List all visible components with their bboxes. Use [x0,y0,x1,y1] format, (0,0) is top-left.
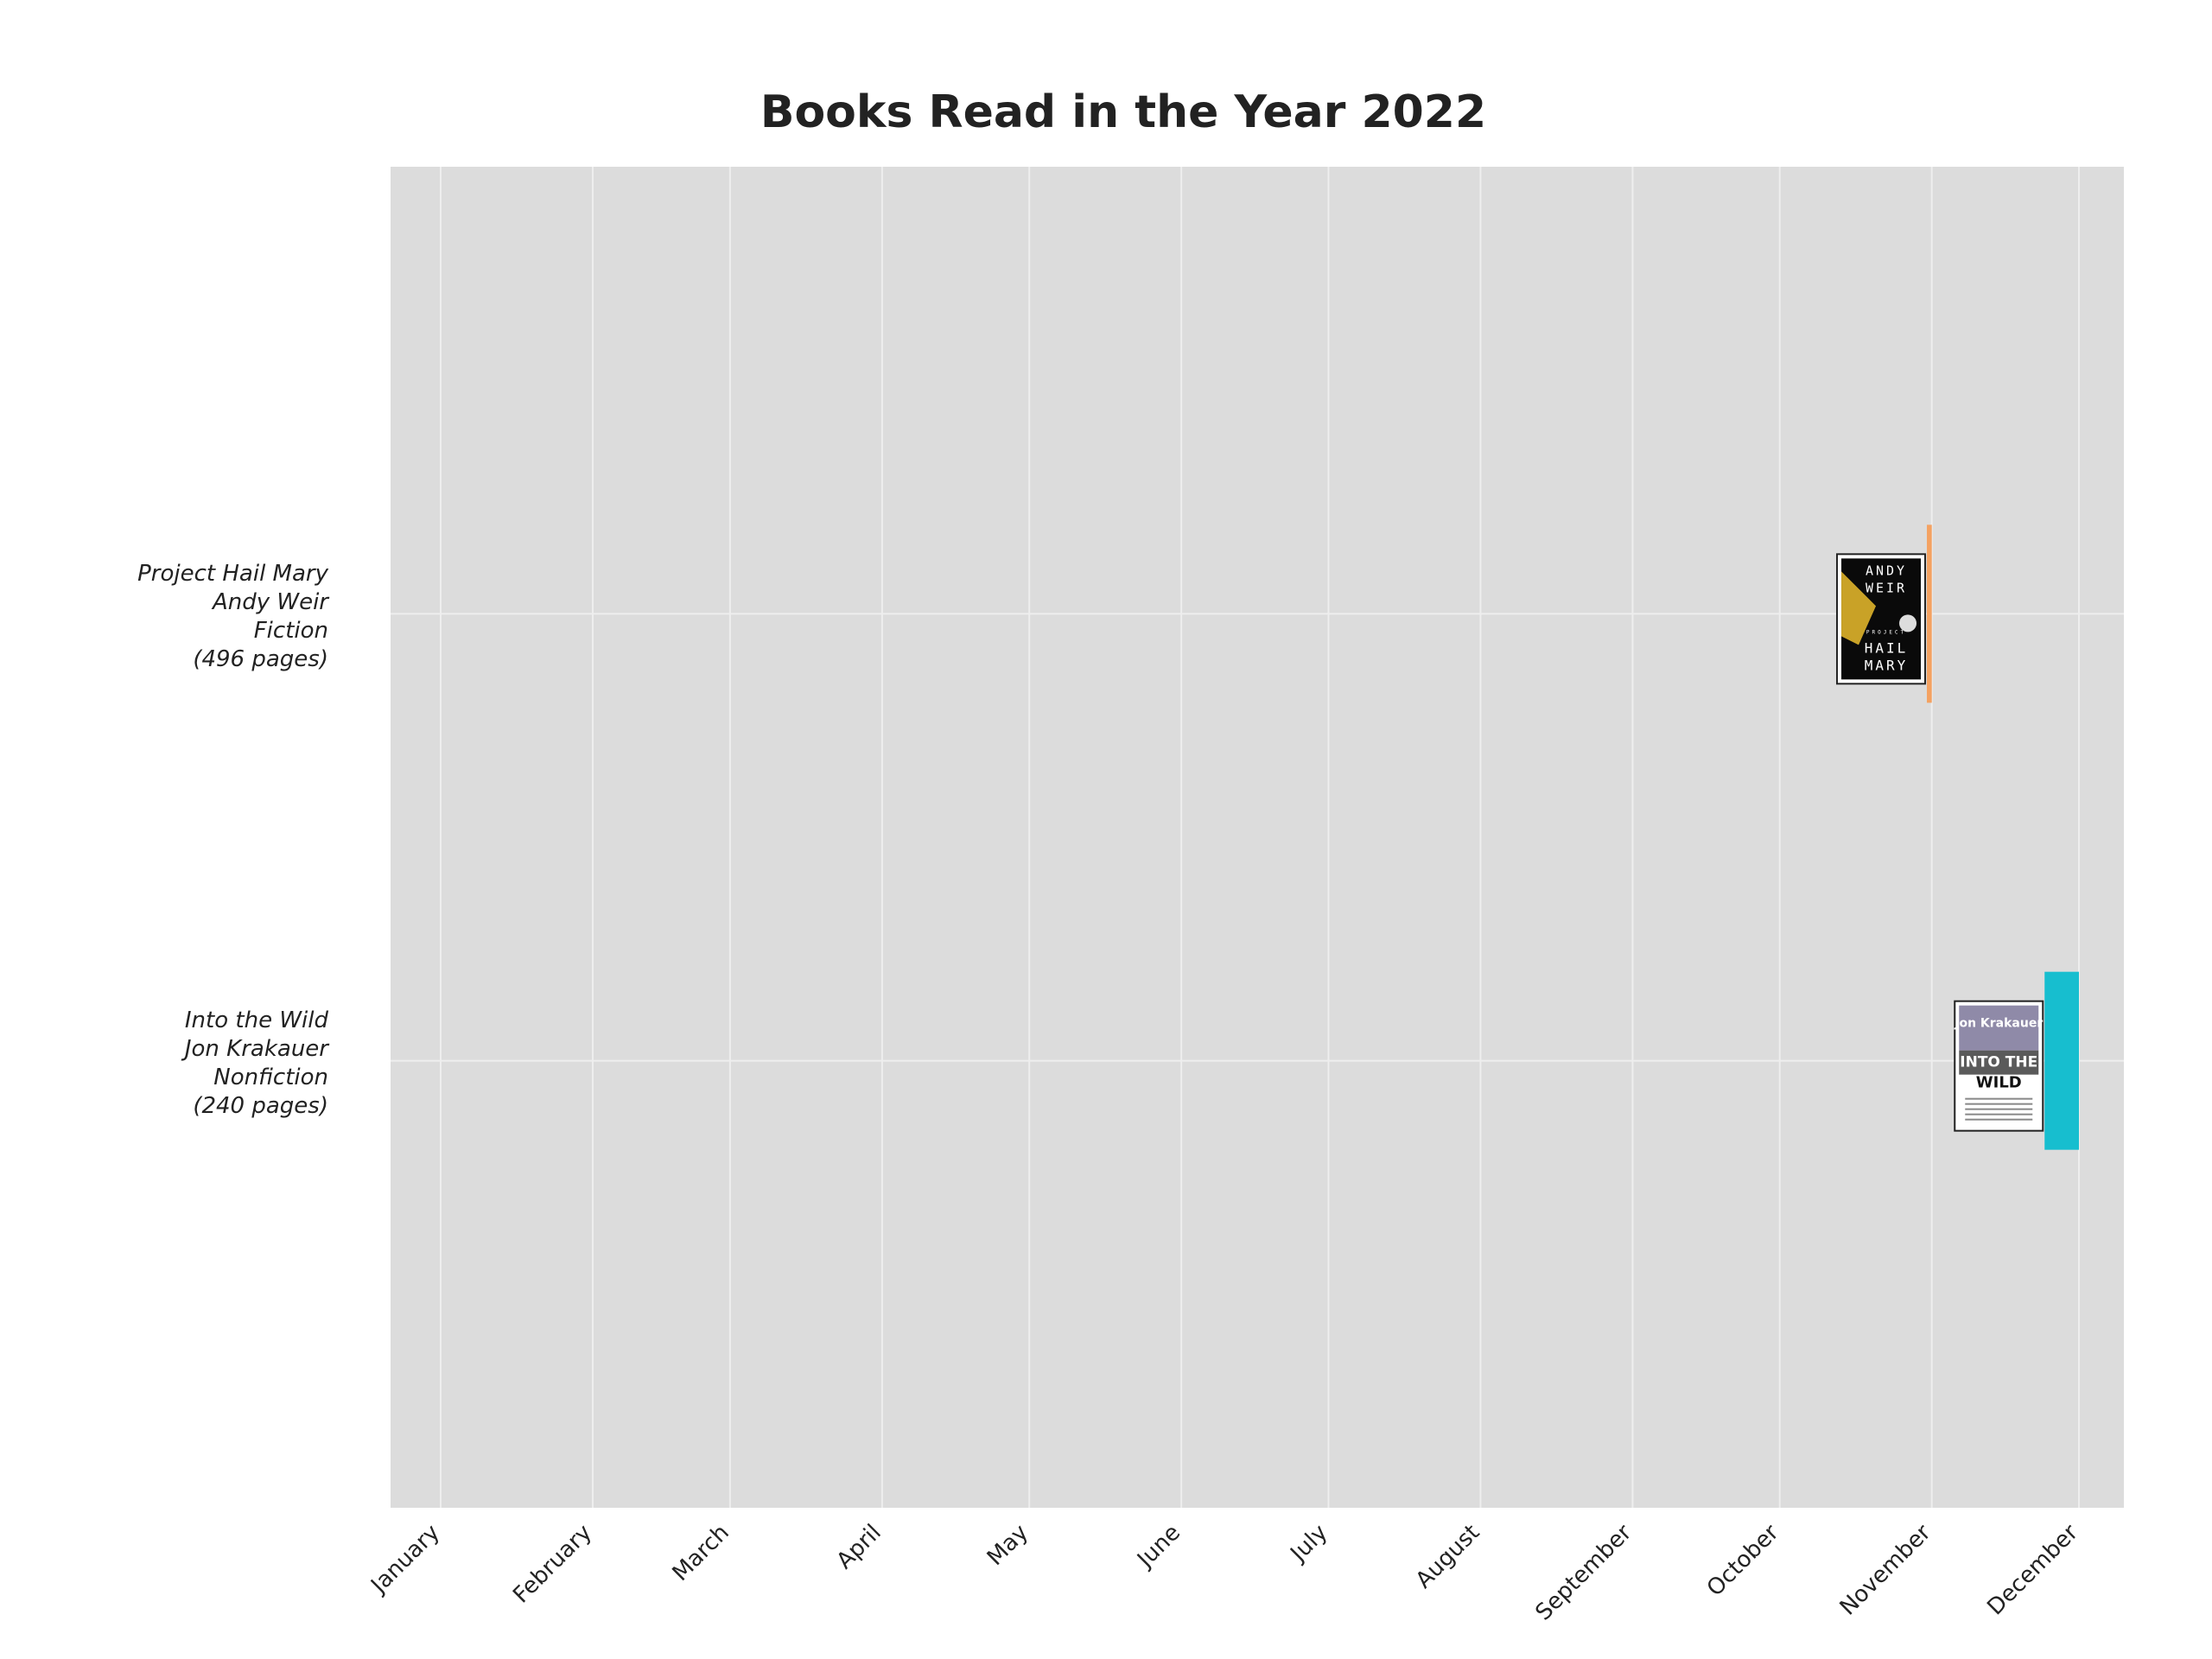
x-tick-label: September [1531,1520,1637,1626]
book-genre: Fiction [253,618,328,644]
y-label-book-2: Into the Wild Jon Krakauer Nonfiction (2… [0,1007,328,1121]
y-label-book-1: Project Hail Mary Andy Weir Fiction (496… [0,560,328,674]
book-cover: Jon Krakauer INTO THE WILD [1954,1000,2044,1132]
book-author: Jon Krakauer [184,1036,328,1062]
x-tick-label: June [1131,1520,1185,1574]
book-genre: Nonfiction [213,1065,328,1090]
x-tick-label: December [1982,1520,2083,1621]
svg-text:INTO THE: INTO THE [1960,1054,2037,1071]
svg-text:Jon Krakauer: Jon Krakauer [1954,1017,2043,1031]
book-author: Andy Weir [212,589,328,615]
x-tick-label: January [365,1520,445,1599]
x-tick-label: August [1411,1520,1485,1594]
gantt-bar [2044,971,2079,1150]
gantt-bar [1927,524,1932,703]
book-title: Into the Wild [184,1007,328,1033]
svg-text:MARY: MARY [1865,657,1909,673]
book-pages: (240 pages) [193,1093,328,1119]
x-tick-label: November [1835,1520,1936,1621]
x-tick-label: October [1702,1520,1784,1602]
x-tick-label: February [508,1520,597,1609]
svg-text:WEIR: WEIR [1866,580,1907,595]
book-pages: (496 pages) [193,646,328,672]
x-tick-label: July [1285,1520,1333,1568]
x-tick-label: March [668,1520,734,1586]
x-tick-label: May [982,1520,1033,1571]
chart-title: Books Read in the Year 2022 [760,86,1487,138]
svg-text:ANDY: ANDY [1866,563,1907,578]
svg-text:HAIL: HAIL [1865,639,1909,656]
plot-background [391,167,2124,1508]
x-tick-label: April [832,1520,887,1574]
svg-text:PROJECT: PROJECT [1866,629,1906,635]
svg-text:WILD: WILD [1976,1074,2022,1092]
book-title: Project Hail Mary [137,561,328,587]
